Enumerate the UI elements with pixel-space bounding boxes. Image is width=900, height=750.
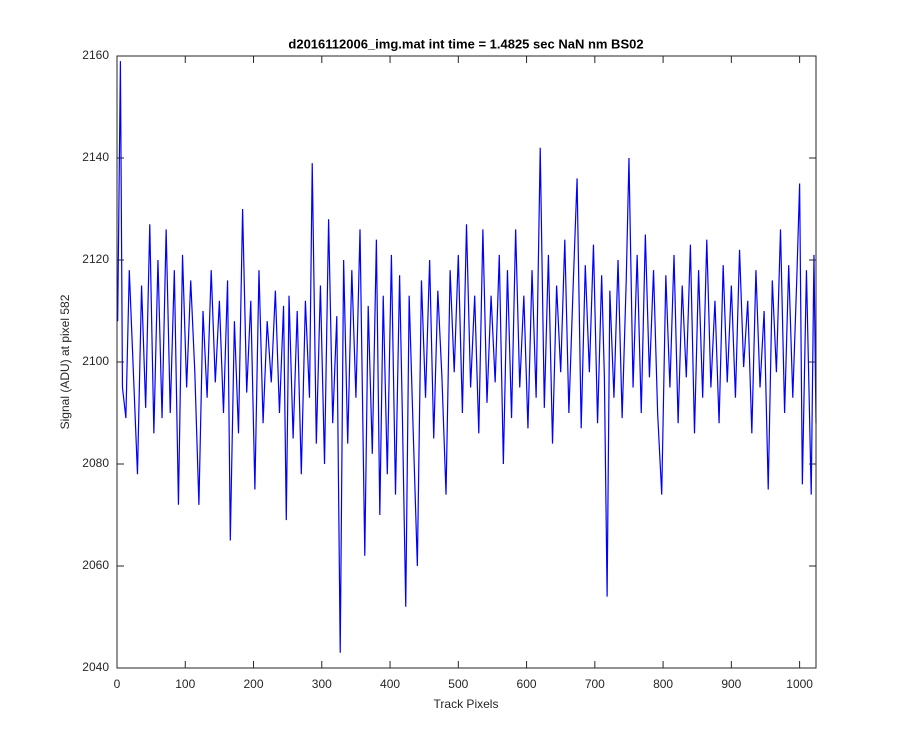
x-tick-label: 200	[244, 677, 264, 691]
y-tick-label: 2140	[82, 150, 109, 164]
x-tick-label: 900	[721, 677, 741, 691]
x-tick-label: 600	[517, 677, 537, 691]
x-tick-label: 800	[653, 677, 673, 691]
x-tick-label: 100	[175, 677, 195, 691]
y-tick-label: 2120	[82, 252, 109, 266]
y-tick-label: 2040	[82, 660, 109, 674]
y-tick-label: 2060	[82, 558, 109, 572]
y-tick-label: 2100	[82, 354, 109, 368]
data-line	[117, 61, 817, 653]
x-tick-label: 0	[114, 677, 121, 691]
y-axis-label: Signal (ADU) at pixel 582	[58, 294, 72, 429]
x-axis-label: Track Pixels	[434, 697, 499, 711]
x-tick-label: 700	[585, 677, 605, 691]
chart-title: d2016112006_img.mat int time = 1.4825 se…	[288, 36, 643, 51]
x-tick-label: 1000	[786, 677, 813, 691]
y-tick-label: 2160	[82, 48, 109, 62]
x-tick-label: 400	[380, 677, 400, 691]
x-tick-label: 300	[312, 677, 332, 691]
y-tick-label: 2080	[82, 456, 109, 470]
x-tick-label: 500	[448, 677, 468, 691]
